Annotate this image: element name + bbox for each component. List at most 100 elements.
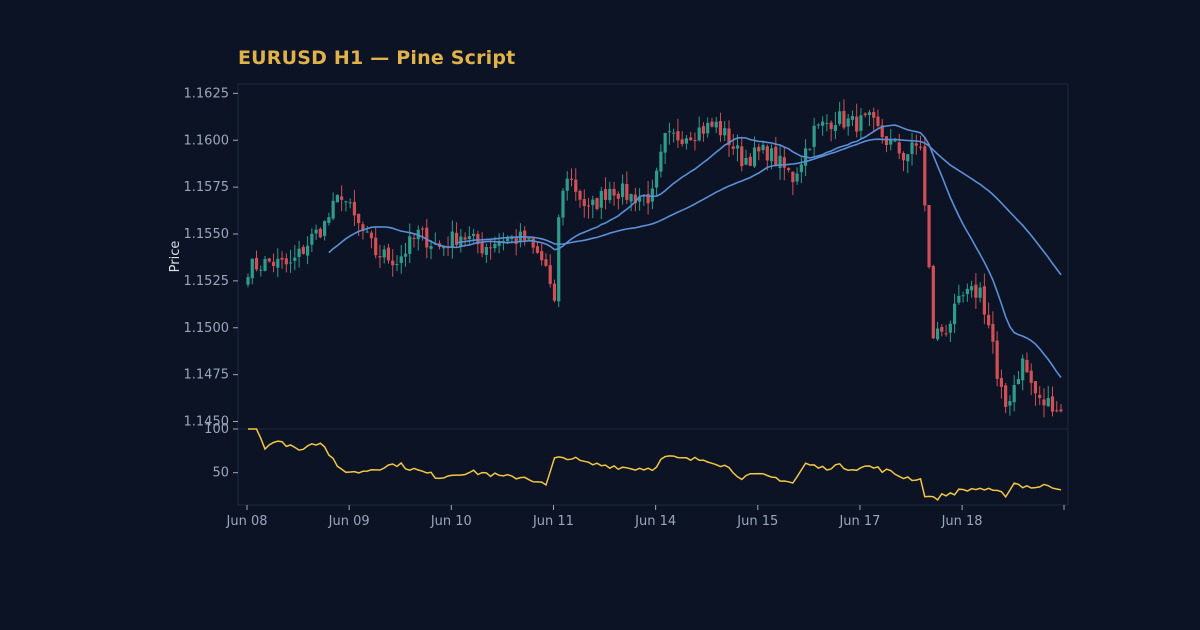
candle-body <box>489 247 493 249</box>
candle-body <box>982 286 986 315</box>
price-y-tick-label: 1.1625 <box>184 86 230 101</box>
candle-body <box>816 124 820 126</box>
candle-body <box>808 148 812 150</box>
candle-body <box>340 196 344 200</box>
candle-body <box>957 295 961 303</box>
candle-body <box>859 115 863 131</box>
candle-body <box>999 378 1004 387</box>
candle-body <box>680 139 684 145</box>
candle-body <box>599 190 603 208</box>
candle-body <box>795 173 799 182</box>
candle-body <box>744 157 748 165</box>
candle-body <box>995 340 999 379</box>
candle-body <box>940 327 944 332</box>
candle-body <box>467 236 471 239</box>
candle-body <box>331 200 335 219</box>
candle-body <box>557 217 561 302</box>
candle-body <box>386 247 391 261</box>
candle-body <box>540 251 544 261</box>
x-tick-label: Jun 08 <box>226 514 268 529</box>
candle-body <box>552 283 557 301</box>
candle-body <box>718 121 723 136</box>
candle-body <box>348 202 352 204</box>
candle-body <box>493 244 497 249</box>
candle-body <box>1008 401 1012 406</box>
candle-body <box>684 138 689 144</box>
candle-body <box>608 188 612 201</box>
candle-body <box>655 170 659 188</box>
candle-body <box>935 328 940 340</box>
candle-body <box>544 259 548 266</box>
candle-body <box>710 121 714 127</box>
candle-body <box>765 146 769 161</box>
candle-body <box>740 146 744 167</box>
x-tick-label: Jun 15 <box>736 514 778 529</box>
candle-body <box>676 131 680 141</box>
candle-body <box>535 246 540 253</box>
candle-body <box>701 126 706 134</box>
candle-body <box>403 253 408 257</box>
x-tick-label: Jun 17 <box>838 514 880 529</box>
candle-body <box>918 146 923 148</box>
candle-body <box>591 199 595 206</box>
candle-body <box>863 113 867 116</box>
candle-body <box>731 146 735 149</box>
candle-body <box>910 142 914 154</box>
candle-body <box>906 154 910 162</box>
candle-body <box>786 168 791 171</box>
candle-body <box>970 286 974 291</box>
candle-body <box>850 116 855 120</box>
candle-body <box>612 188 616 196</box>
candle-body <box>569 178 574 180</box>
candle-body <box>620 183 625 198</box>
candle-body <box>748 156 752 166</box>
candle-body <box>761 144 765 151</box>
rsi-y-tick-label: 100 <box>204 422 229 437</box>
candle-body <box>1059 409 1063 412</box>
candle-body <box>357 213 361 224</box>
candle-body <box>378 256 382 258</box>
candle-body <box>420 228 425 230</box>
x-tick-label: Jun 18 <box>941 514 983 529</box>
candle-body <box>880 125 884 138</box>
candle-body <box>412 237 416 239</box>
ma-50-line <box>456 138 1062 276</box>
candle-body <box>901 152 906 161</box>
candle-body <box>650 188 654 202</box>
candle-body <box>267 258 271 262</box>
candle-body <box>284 258 288 265</box>
x-tick-label: Jun 14 <box>634 514 676 529</box>
x-tick-label: Jun 09 <box>328 514 370 529</box>
candle-body <box>774 146 778 167</box>
candle-body <box>603 189 608 200</box>
candle-body <box>361 224 365 232</box>
price-panel-border <box>237 83 1069 430</box>
candle-body <box>254 257 259 270</box>
candle-body <box>735 145 740 149</box>
candle-body <box>659 151 663 172</box>
candle-body <box>616 193 620 199</box>
candle-body <box>893 140 897 142</box>
candle-body <box>842 110 846 128</box>
price-y-tick-label: 1.1525 <box>184 274 230 289</box>
rsi-y-tick-label: 50 <box>212 466 229 481</box>
candle-body <box>1025 359 1029 373</box>
price-y-tick-label: 1.1475 <box>184 368 230 383</box>
candle-body <box>1055 410 1059 412</box>
price-y-tick-label: 1.1550 <box>184 227 230 242</box>
candle-body <box>514 237 518 244</box>
candle-body <box>625 183 629 200</box>
candle-body <box>948 323 952 333</box>
price-y-tick-label: 1.1575 <box>184 180 230 195</box>
candle-body <box>978 287 982 298</box>
candle-body <box>689 137 693 141</box>
candle-body <box>927 204 931 268</box>
candle-body <box>293 257 297 261</box>
candle-body <box>714 121 718 128</box>
candle-body <box>633 194 637 204</box>
candle-body <box>318 228 322 238</box>
candle-body <box>1046 398 1050 407</box>
candle-body <box>288 262 293 264</box>
candle-body <box>897 142 901 154</box>
